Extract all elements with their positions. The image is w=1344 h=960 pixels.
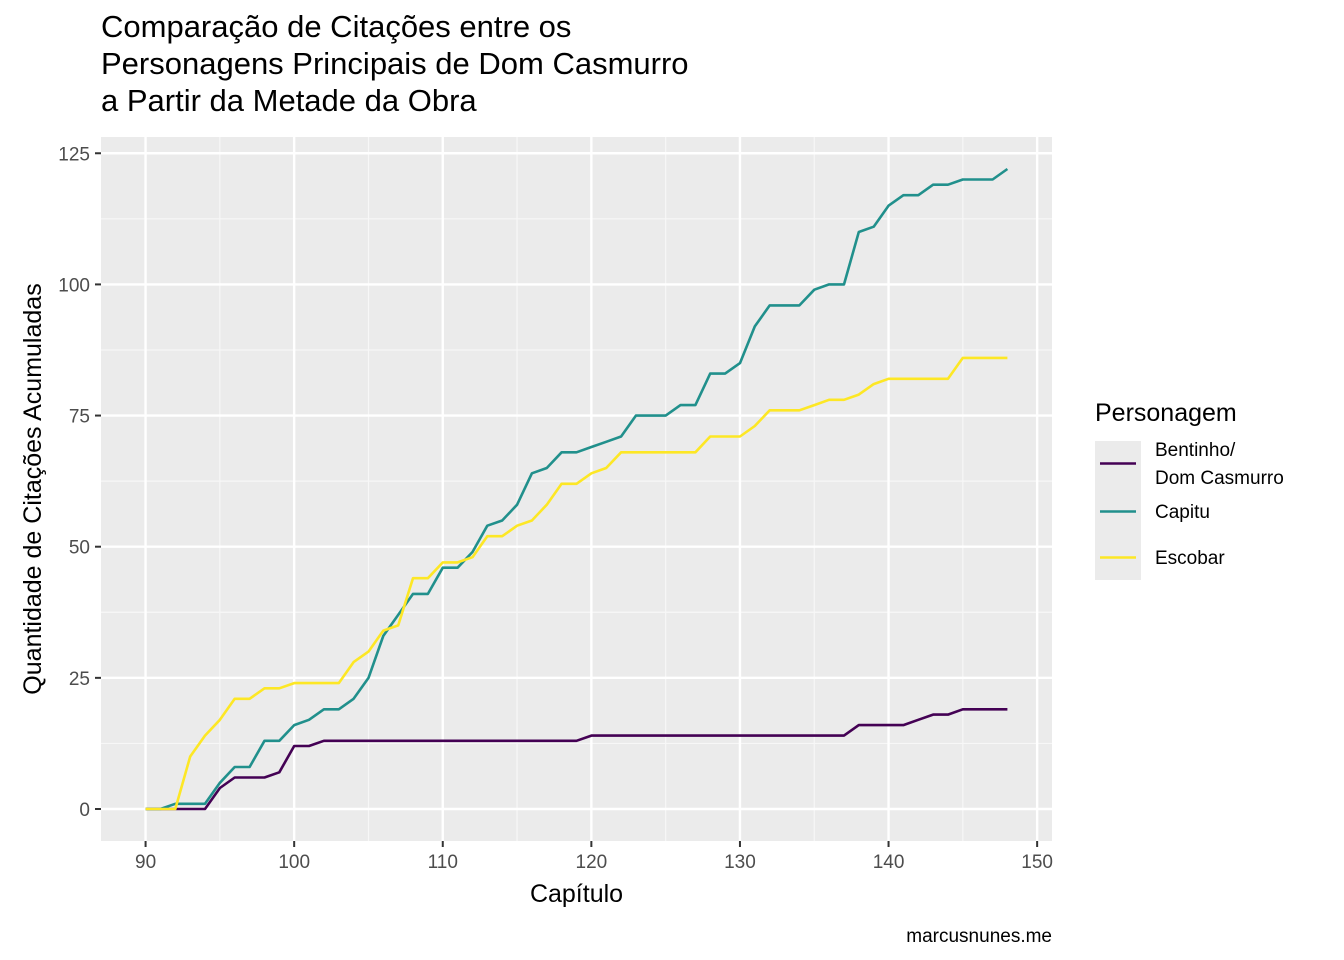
legend-label: Escobar [1155,548,1225,569]
x-tick-label: 110 [428,852,458,873]
x-tick-label: 150 [1021,852,1053,873]
legend-title: Personagem [1095,399,1237,427]
caption: marcusnunes.me [906,926,1052,947]
plot-panel [101,137,1052,841]
series-line-0 [145,707,1008,811]
x-tick-label: 100 [278,852,310,873]
series-line-1 [145,167,1009,811]
legend-key-bg [1095,441,1141,496]
x-axis: 90 100 110 120 130 140 150 [135,841,1053,873]
y-tick-label: 125 [58,144,90,165]
y-tick-label: 50 [69,538,90,559]
y-axis: 0 25 50 75 100 125 [58,144,101,821]
x-axis-title: Capítulo [530,880,623,908]
x-tick-label: 140 [873,852,905,873]
y-tick-label: 100 [58,275,90,296]
chart-title-line-1: Comparação de Citações entre os [101,9,571,44]
y-tick-label: 0 [79,800,90,821]
y-tick-label: 25 [69,669,90,690]
series-line-2 [145,356,1008,811]
x-tick-label: 90 [135,852,156,873]
legend-key-bg [1095,530,1141,580]
legend-label: Capitu [1155,502,1210,523]
minor-gridlines [101,137,1052,841]
y-tick-label: 75 [69,407,90,428]
chart-title-line-2: Personagens Principais de Dom Casmurro [101,46,689,81]
legend: Personagem Bentinho/Dom Casmurro Capitu Es… [1095,399,1284,580]
chart-title-line-3: a Partir da Metade da Obra [101,83,477,118]
y-axis-title: Quantidade de Citações Acumuladas [19,283,47,694]
x-tick-label: 130 [724,852,756,873]
legend-label: Dom Casmurro [1155,468,1284,489]
chart-title: Comparação de Citações entre os Personag… [101,9,689,118]
series-lines [145,167,1009,811]
legend-key-bg [1095,496,1141,530]
legend-label: Bentinho/ [1155,440,1236,461]
x-tick-label: 120 [576,852,608,873]
major-gridlines [101,137,1052,841]
